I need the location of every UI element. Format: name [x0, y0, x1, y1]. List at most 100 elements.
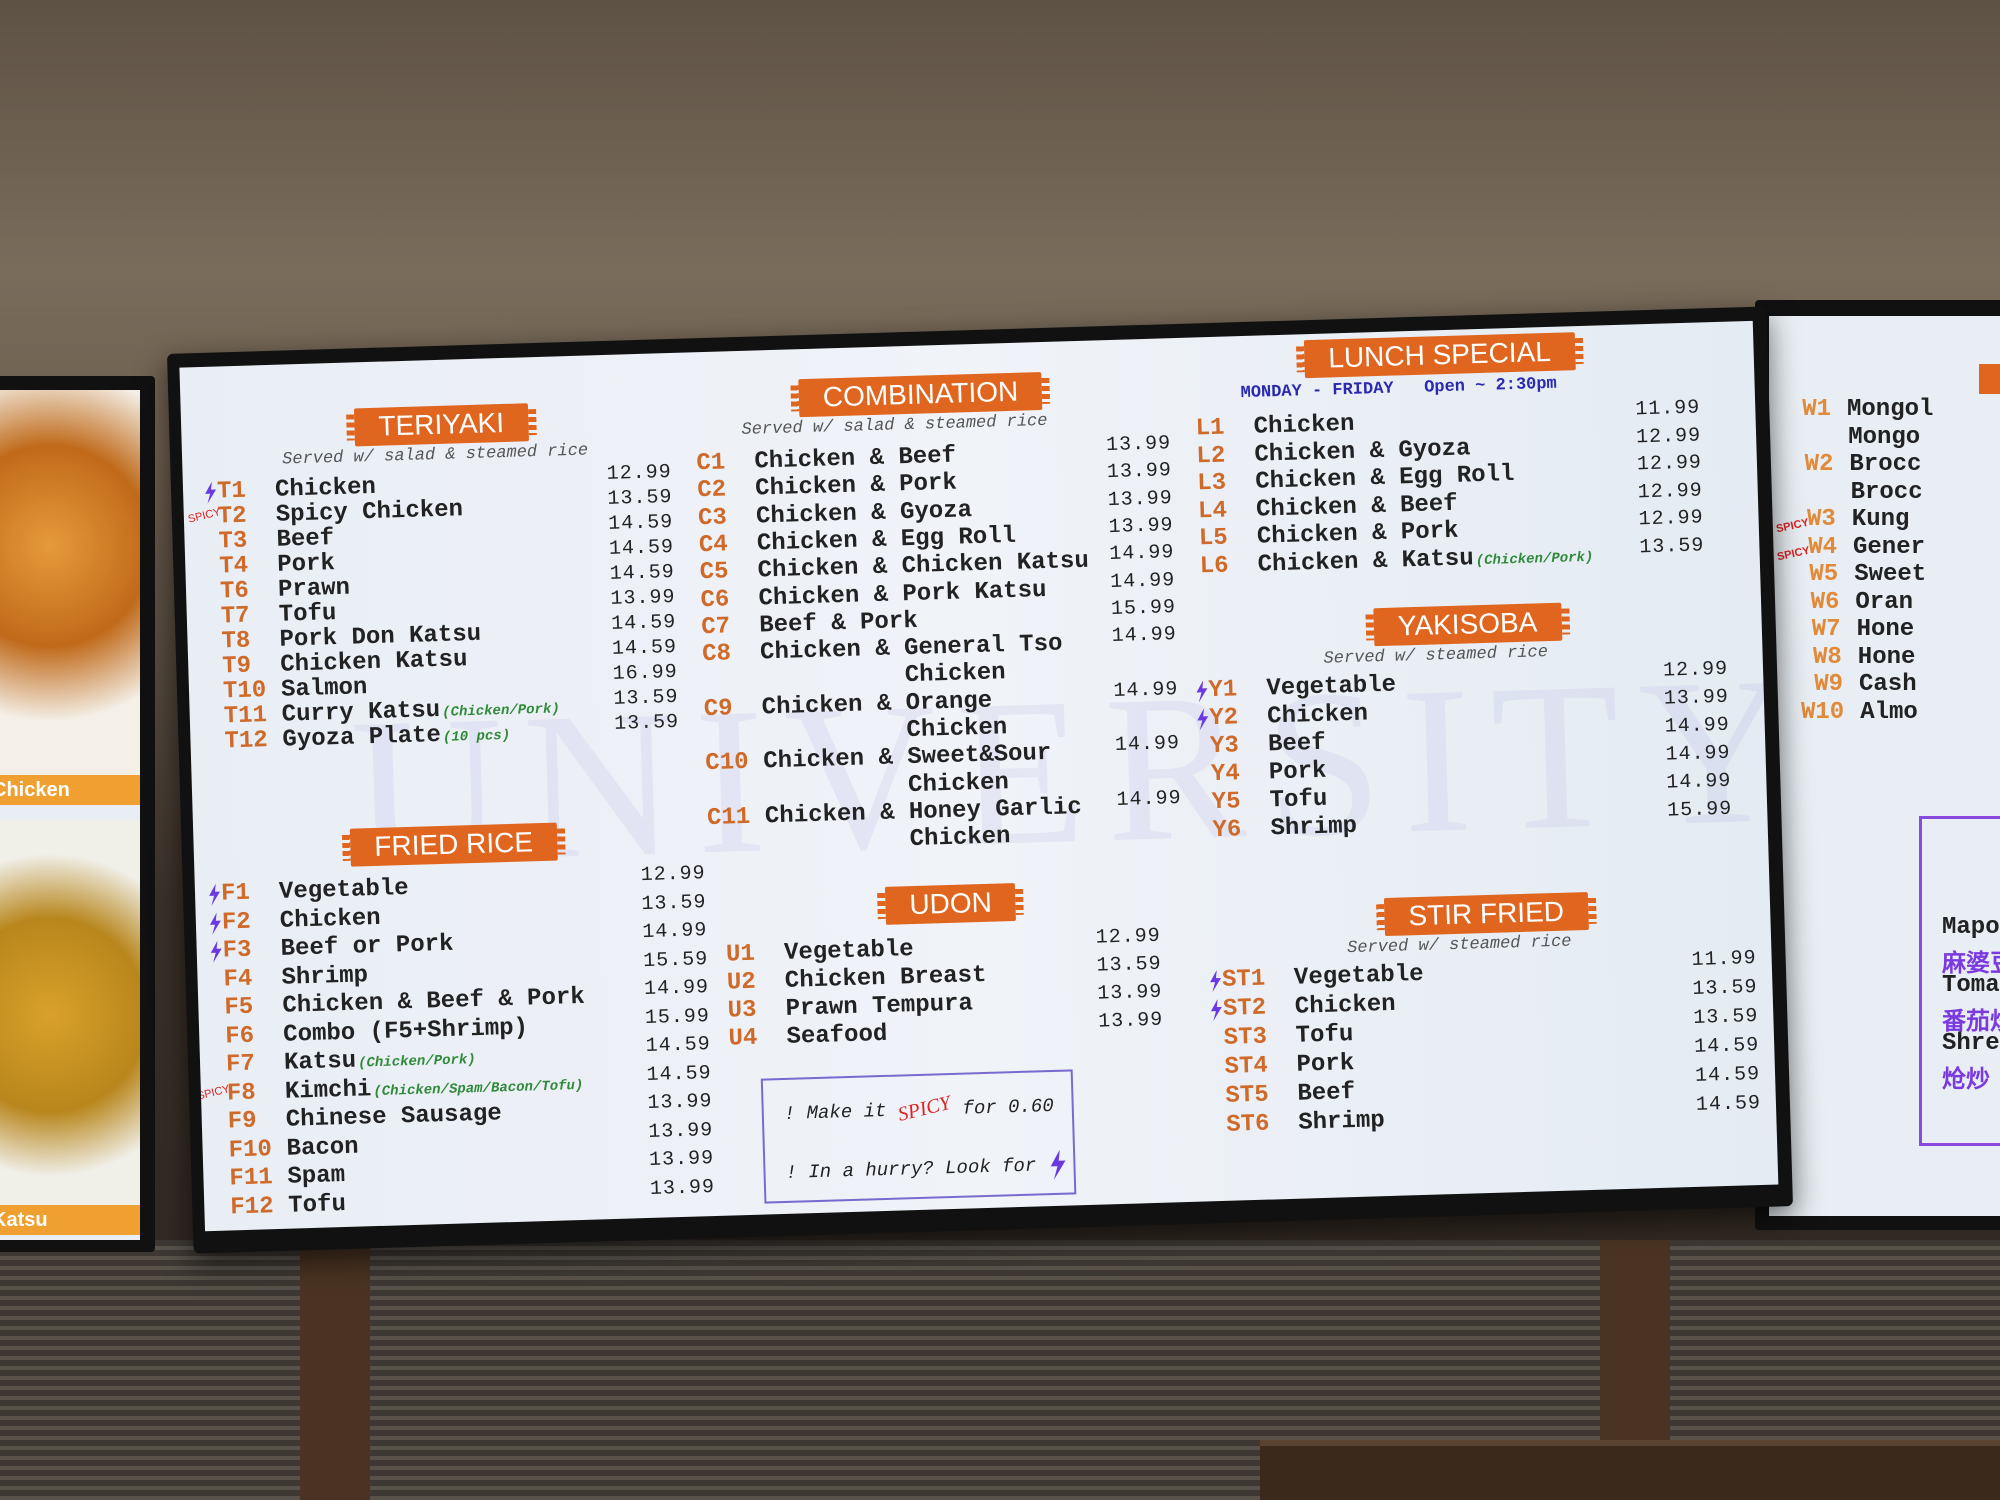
- item-name: Vegetable: [1266, 671, 1397, 703]
- notice-box: ! Make it SPICY for 0.60 ! In a hurry? L…: [760, 1069, 1077, 1204]
- item-price: 13.99: [647, 1090, 713, 1116]
- item-name: Brocc: [1850, 478, 1923, 506]
- item-price: 14.99: [1664, 713, 1731, 739]
- food-photo-katsu: [0, 820, 140, 1210]
- item-price: 14.59: [646, 1061, 712, 1087]
- box-line: 麻婆豆: [1942, 949, 2000, 977]
- item-price: 14.99: [642, 919, 708, 945]
- item-name: Gener: [1853, 533, 1926, 561]
- item-code: Y4: [1210, 760, 1241, 789]
- item-code: F11: [229, 1164, 274, 1193]
- item-price: 11.99: [1691, 947, 1757, 972]
- fast-lightning-icon: [209, 912, 221, 935]
- item-note: (Chicken/Pork): [357, 1052, 476, 1072]
- item-price: 13.99: [647, 1118, 714, 1144]
- teriyaki-subtitle: Served w/ salad & steamed rice: [281, 441, 589, 470]
- item-name: Beef: [1297, 1079, 1356, 1108]
- item-code: F12: [229, 1192, 274, 1221]
- item-code: ST1: [1221, 965, 1266, 994]
- lightning-icon: [1050, 1149, 1066, 1180]
- item-name: Chicken: [1253, 410, 1355, 441]
- item-price: 14.99: [643, 976, 710, 1002]
- item-name-continued: Chicken: [907, 768, 1010, 799]
- menu-item: W2 Brocc: [1771, 451, 1922, 479]
- yakisoba-header: YAKISOBA: [1373, 602, 1562, 647]
- item-note: (10 pcs): [442, 727, 511, 746]
- combination-subtitle: Served w/ salad & steamed rice: [741, 411, 1048, 440]
- notice-text: ! In a hurry? Look for: [785, 1154, 1037, 1184]
- combination-header: COMBINATION: [798, 371, 1043, 418]
- item-name: Brocc: [1849, 451, 1922, 478]
- spicy-notice: ! Make it SPICY for 0.60: [783, 1091, 1055, 1126]
- item-price: 12.99: [1635, 423, 1702, 449]
- item-code: Y2: [1208, 704, 1239, 733]
- item-name: Beef & Pork: [758, 607, 919, 640]
- notice-text: for 0.60: [962, 1094, 1055, 1120]
- menu-item: F3 Beef or Pork 14.99: [210, 919, 708, 965]
- yakisoba-subtitle: Served w/ steamed rice: [1323, 643, 1549, 669]
- item-name: Hone: [1856, 616, 1915, 643]
- caption-katsu: Katsu: [0, 1205, 140, 1235]
- section-yakisoba: YAKISOBA Served w/ steamed rice Y1 Vegeta…: [1191, 551, 1754, 847]
- item-code: C6: [700, 585, 730, 614]
- item-name: Shrimp: [1270, 812, 1358, 843]
- item-name: Chicken: [279, 904, 382, 935]
- wood-post: [300, 1240, 370, 1500]
- item-code: ST5: [1225, 1081, 1270, 1110]
- menu-item: T1 Chicken 12.99: [205, 461, 672, 506]
- menu-item: Mongo: [1770, 424, 1920, 452]
- item-code: C11: [706, 803, 751, 832]
- item-code: L4: [1197, 497, 1228, 525]
- item-price: 14.99: [1116, 786, 1182, 812]
- food-photo-chicken: [0, 390, 140, 780]
- item-code: L1: [1195, 414, 1225, 443]
- menu-item: Brocc: [1773, 479, 1923, 507]
- item-code: F1: [220, 879, 251, 908]
- tv-brand-logo: LG: [944, 1214, 962, 1230]
- menu-item: W7 Hone: [1779, 616, 1915, 644]
- item-price: 14.99: [1109, 541, 1175, 567]
- item-name: Almo: [1860, 698, 1918, 726]
- item-price: 13.99: [649, 1175, 716, 1201]
- stir-fried-subtitle: Served w/ steamed rice: [1346, 932, 1572, 959]
- item-code: F4: [223, 965, 253, 994]
- caption-chicken: Chicken: [0, 775, 140, 805]
- item-name: Pork: [1268, 757, 1327, 787]
- item-code: U2: [726, 968, 757, 997]
- item-name: Katsu: [283, 1047, 357, 1077]
- menu-item: W1 Mongol: [1769, 396, 1933, 424]
- item-name: Beef: [1267, 729, 1327, 759]
- item-code: Y1: [1208, 676, 1238, 705]
- fast-lightning-icon: [209, 883, 220, 906]
- item-price: 14.59: [1693, 1034, 1760, 1059]
- item-code: C3: [697, 503, 728, 532]
- item-price: 14.59: [1695, 1091, 1762, 1117]
- fast-lightning-icon: [1197, 708, 1209, 731]
- item-code: W3: [1806, 506, 1836, 533]
- lunch-days: MONDAY - FRIDAY: [1240, 379, 1394, 404]
- item-code: U4: [728, 1024, 758, 1053]
- item-price: 13.59: [1096, 952, 1162, 978]
- item-name: Beef or Pork: [280, 930, 454, 963]
- specials-box: Mapo 麻婆豆Toma 番茄炒Shre 炝炒: [1919, 816, 2000, 1146]
- item-code: U1: [725, 940, 756, 969]
- section-stir-fried: STIR FRIED Served w/ steamed rice ST1 Veg…: [1204, 841, 1773, 1157]
- fast-lightning-icon: [1210, 970, 1221, 993]
- spicy-word: SPICY: [895, 1091, 953, 1126]
- item-name: Vegetable: [1293, 960, 1424, 992]
- item-name: Vegetable: [278, 875, 409, 906]
- item-code: C5: [699, 558, 729, 587]
- item-code: L5: [1198, 524, 1229, 553]
- item-code: T12: [224, 727, 269, 756]
- udon-header: UDON: [884, 882, 1017, 925]
- menu-item: ST2 Chicken 13.59: [1210, 976, 1758, 1024]
- lunch-special-header: LUNCH SPECIAL: [1303, 332, 1576, 379]
- menu-item: W6 Oran: [1777, 589, 1913, 617]
- item-name: Chicken: [1294, 990, 1397, 1021]
- item-name: Spam: [287, 1162, 346, 1191]
- item-name-continued: Chicken: [904, 659, 1007, 690]
- item-code: W5: [1809, 561, 1839, 588]
- item-code: W9: [1814, 671, 1843, 698]
- fast-lightning-icon: [1196, 680, 1208, 703]
- item-code: W10: [1800, 698, 1845, 726]
